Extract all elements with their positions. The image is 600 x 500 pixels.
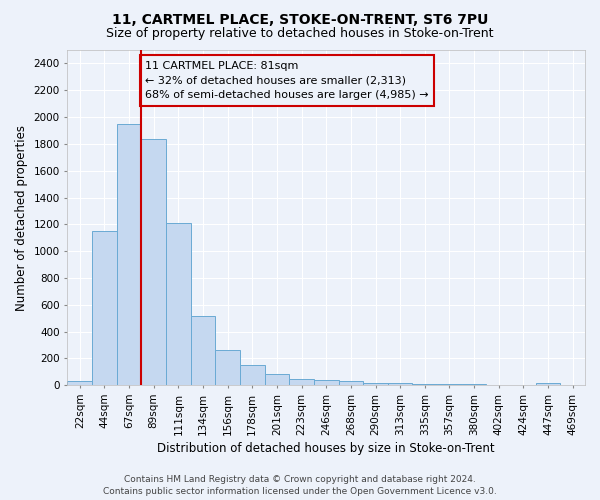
Bar xyxy=(240,364,265,386)
Bar xyxy=(511,384,536,386)
Text: Size of property relative to detached houses in Stoke-on-Trent: Size of property relative to detached ho… xyxy=(106,28,494,40)
Bar xyxy=(314,380,338,386)
Bar xyxy=(117,124,142,386)
Bar xyxy=(191,316,215,386)
X-axis label: Distribution of detached houses by size in Stoke-on-Trent: Distribution of detached houses by size … xyxy=(157,442,495,455)
Bar xyxy=(142,138,166,386)
Bar xyxy=(92,231,117,386)
Bar xyxy=(215,350,240,386)
Bar xyxy=(536,382,560,386)
Y-axis label: Number of detached properties: Number of detached properties xyxy=(15,124,28,310)
Bar xyxy=(363,382,388,386)
Bar xyxy=(338,380,363,386)
Bar xyxy=(437,384,462,386)
Bar xyxy=(388,382,412,386)
Bar xyxy=(487,384,511,386)
Bar xyxy=(166,223,191,386)
Bar xyxy=(412,384,437,386)
Text: 11 CARTMEL PLACE: 81sqm
← 32% of detached houses are smaller (2,313)
68% of semi: 11 CARTMEL PLACE: 81sqm ← 32% of detache… xyxy=(145,60,429,100)
Bar xyxy=(289,380,314,386)
Bar xyxy=(462,384,487,386)
Bar xyxy=(265,374,289,386)
Text: 11, CARTMEL PLACE, STOKE-ON-TRENT, ST6 7PU: 11, CARTMEL PLACE, STOKE-ON-TRENT, ST6 7… xyxy=(112,12,488,26)
Text: Contains HM Land Registry data © Crown copyright and database right 2024.
Contai: Contains HM Land Registry data © Crown c… xyxy=(103,474,497,496)
Bar xyxy=(67,382,92,386)
